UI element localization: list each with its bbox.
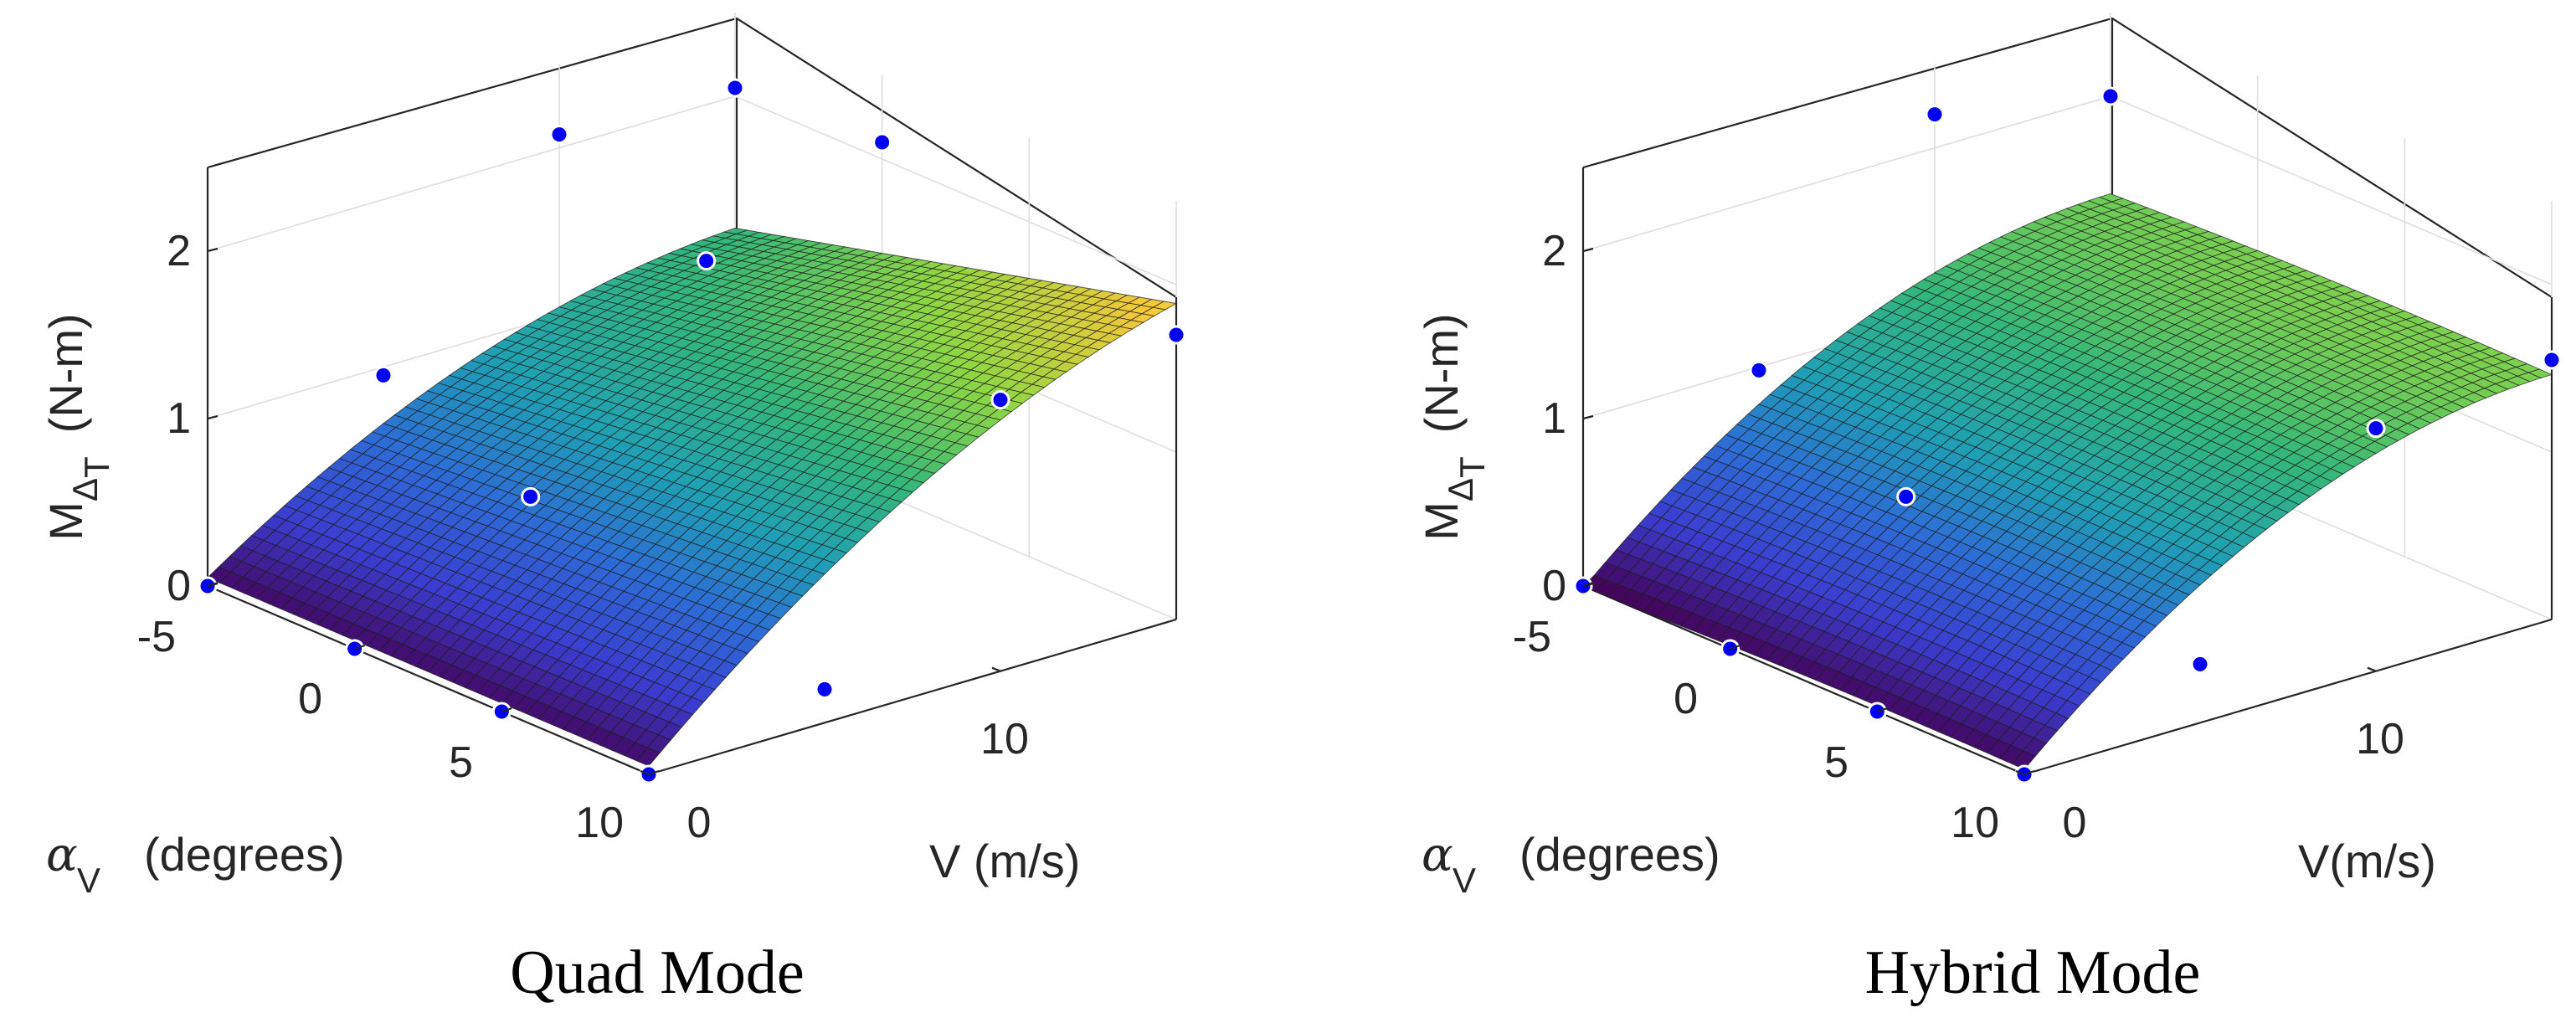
surface-cell <box>635 747 661 767</box>
alpha-tick-mark <box>648 769 660 776</box>
alpha-tick-mark <box>1582 581 1594 588</box>
z-tick-mark <box>1582 414 1594 420</box>
hybrid-z-axis-title: MΔT (N-m) <box>1415 313 1492 540</box>
data-point <box>2100 86 2121 106</box>
alpha-tick-label: 5 <box>1824 738 1848 787</box>
alpha-subscript: V <box>1453 861 1476 900</box>
alpha-tick-mark <box>1730 644 1741 650</box>
z-tick-label: 0 <box>1542 562 1566 610</box>
data-point <box>2366 419 2386 439</box>
quad-front-axes <box>206 167 1178 776</box>
z-title-subsub: T <box>1453 456 1492 478</box>
alpha-tick-label: 10 <box>575 799 624 847</box>
data-point <box>1749 360 1769 380</box>
data-point <box>549 125 569 145</box>
svg-text:MΔT(N-m): MΔT (N-m) <box>1415 313 1492 540</box>
alpha-tick-label: -5 <box>137 613 176 661</box>
alpha-tick-mark <box>354 644 366 650</box>
alpha-tick-mark <box>2023 769 2035 776</box>
z-title-main: M <box>1415 501 1468 541</box>
z-tick-mark <box>207 247 219 253</box>
alpha-tick-label: 0 <box>1674 675 1698 723</box>
hybrid-z-ticks: 0 1 2 <box>1542 227 1566 610</box>
quad-surface <box>207 228 1178 767</box>
z-title-main: M <box>39 501 92 541</box>
data-point <box>1925 105 1945 125</box>
z-tick-label: 1 <box>167 394 191 443</box>
z-title-sub: Δ <box>1441 478 1480 501</box>
z-tick-label: 2 <box>1542 227 1566 275</box>
quad-tick-marks <box>207 247 1001 776</box>
alpha-symbol: α <box>46 828 78 882</box>
alpha-tick-label: 5 <box>449 738 473 787</box>
v-tick-mark <box>2015 769 2025 776</box>
z-title-subsub: T <box>77 456 116 478</box>
svg-text:MΔT(N-m): MΔT (N-m) <box>39 313 116 540</box>
z-title-unit: (N-m) <box>39 313 92 433</box>
data-point <box>2542 350 2562 370</box>
v-tick-label: 10 <box>2356 715 2404 763</box>
z-tick-label: 0 <box>167 562 191 610</box>
quad-mode-caption: Quad Mode <box>510 938 804 1007</box>
quad-v-ticks: 0 10 <box>687 715 1029 847</box>
v-tick-mark <box>640 769 650 776</box>
z-title-sub: Δ <box>65 478 105 501</box>
alpha-unit: (degrees) <box>1519 828 1720 881</box>
z-tick-label: 2 <box>167 227 191 275</box>
quad-mode-plot: 0 1 2 -5 0 5 10 0 10 MΔT(N-m) α V (degre… <box>39 13 1186 1007</box>
data-point <box>373 365 393 385</box>
v-tick-label: 0 <box>2063 799 2087 847</box>
data-point <box>725 78 745 98</box>
hybrid-surface <box>1582 193 2553 770</box>
data-point <box>2190 654 2210 674</box>
data-point <box>521 486 541 506</box>
data-point <box>872 132 892 152</box>
alpha-tick-mark <box>207 581 219 588</box>
alpha-tick-label: 10 <box>1951 799 1999 847</box>
v-tick-label: 0 <box>687 799 712 847</box>
alpha-unit: (degrees) <box>144 828 345 881</box>
v-tick-mark <box>2367 666 2377 672</box>
v-tick-label: 10 <box>980 715 1029 763</box>
quad-v-axis-title: V (m/s) <box>929 835 1080 887</box>
v-tick-mark <box>991 666 1001 672</box>
quad-z-ticks: 0 1 2 <box>167 227 191 610</box>
hybrid-tick-marks <box>1582 247 2377 776</box>
data-point <box>1896 486 1916 506</box>
z-tick-mark <box>1582 247 1594 253</box>
hybrid-v-axis-title: V(m/s) <box>2298 835 2436 887</box>
data-point <box>990 390 1010 410</box>
quad-alpha-axis-title: α V (degrees) <box>46 828 345 900</box>
z-tick-label: 1 <box>1542 394 1566 443</box>
hybrid-alpha-ticks: -5 0 5 10 <box>1513 613 1999 847</box>
alpha-tick-label: -5 <box>1513 613 1551 661</box>
alpha-symbol: α <box>1422 828 1453 882</box>
alpha-tick-label: 0 <box>298 675 322 723</box>
quad-z-axis-title: MΔT (N-m) <box>39 313 116 540</box>
alpha-tick-mark <box>1876 707 1888 713</box>
hybrid-v-ticks: 0 10 <box>2063 715 2404 847</box>
quad-alpha-ticks: -5 0 5 10 <box>137 613 624 847</box>
alpha-tick-mark <box>501 707 512 713</box>
hybrid-mode-plot: 0 1 2 -5 0 5 10 0 10 MΔT(N-m) α V (degre… <box>1415 13 2562 1007</box>
data-point <box>697 251 717 271</box>
hybrid-mode-caption: Hybrid Mode <box>1865 938 2201 1007</box>
z-tick-mark <box>207 414 219 420</box>
z-title-unit: (N-m) <box>1415 313 1468 433</box>
alpha-subscript: V <box>77 861 100 900</box>
data-point <box>815 679 835 699</box>
hybrid-alpha-axis-title: α V (degrees) <box>1422 828 1720 900</box>
data-point <box>1166 325 1186 345</box>
